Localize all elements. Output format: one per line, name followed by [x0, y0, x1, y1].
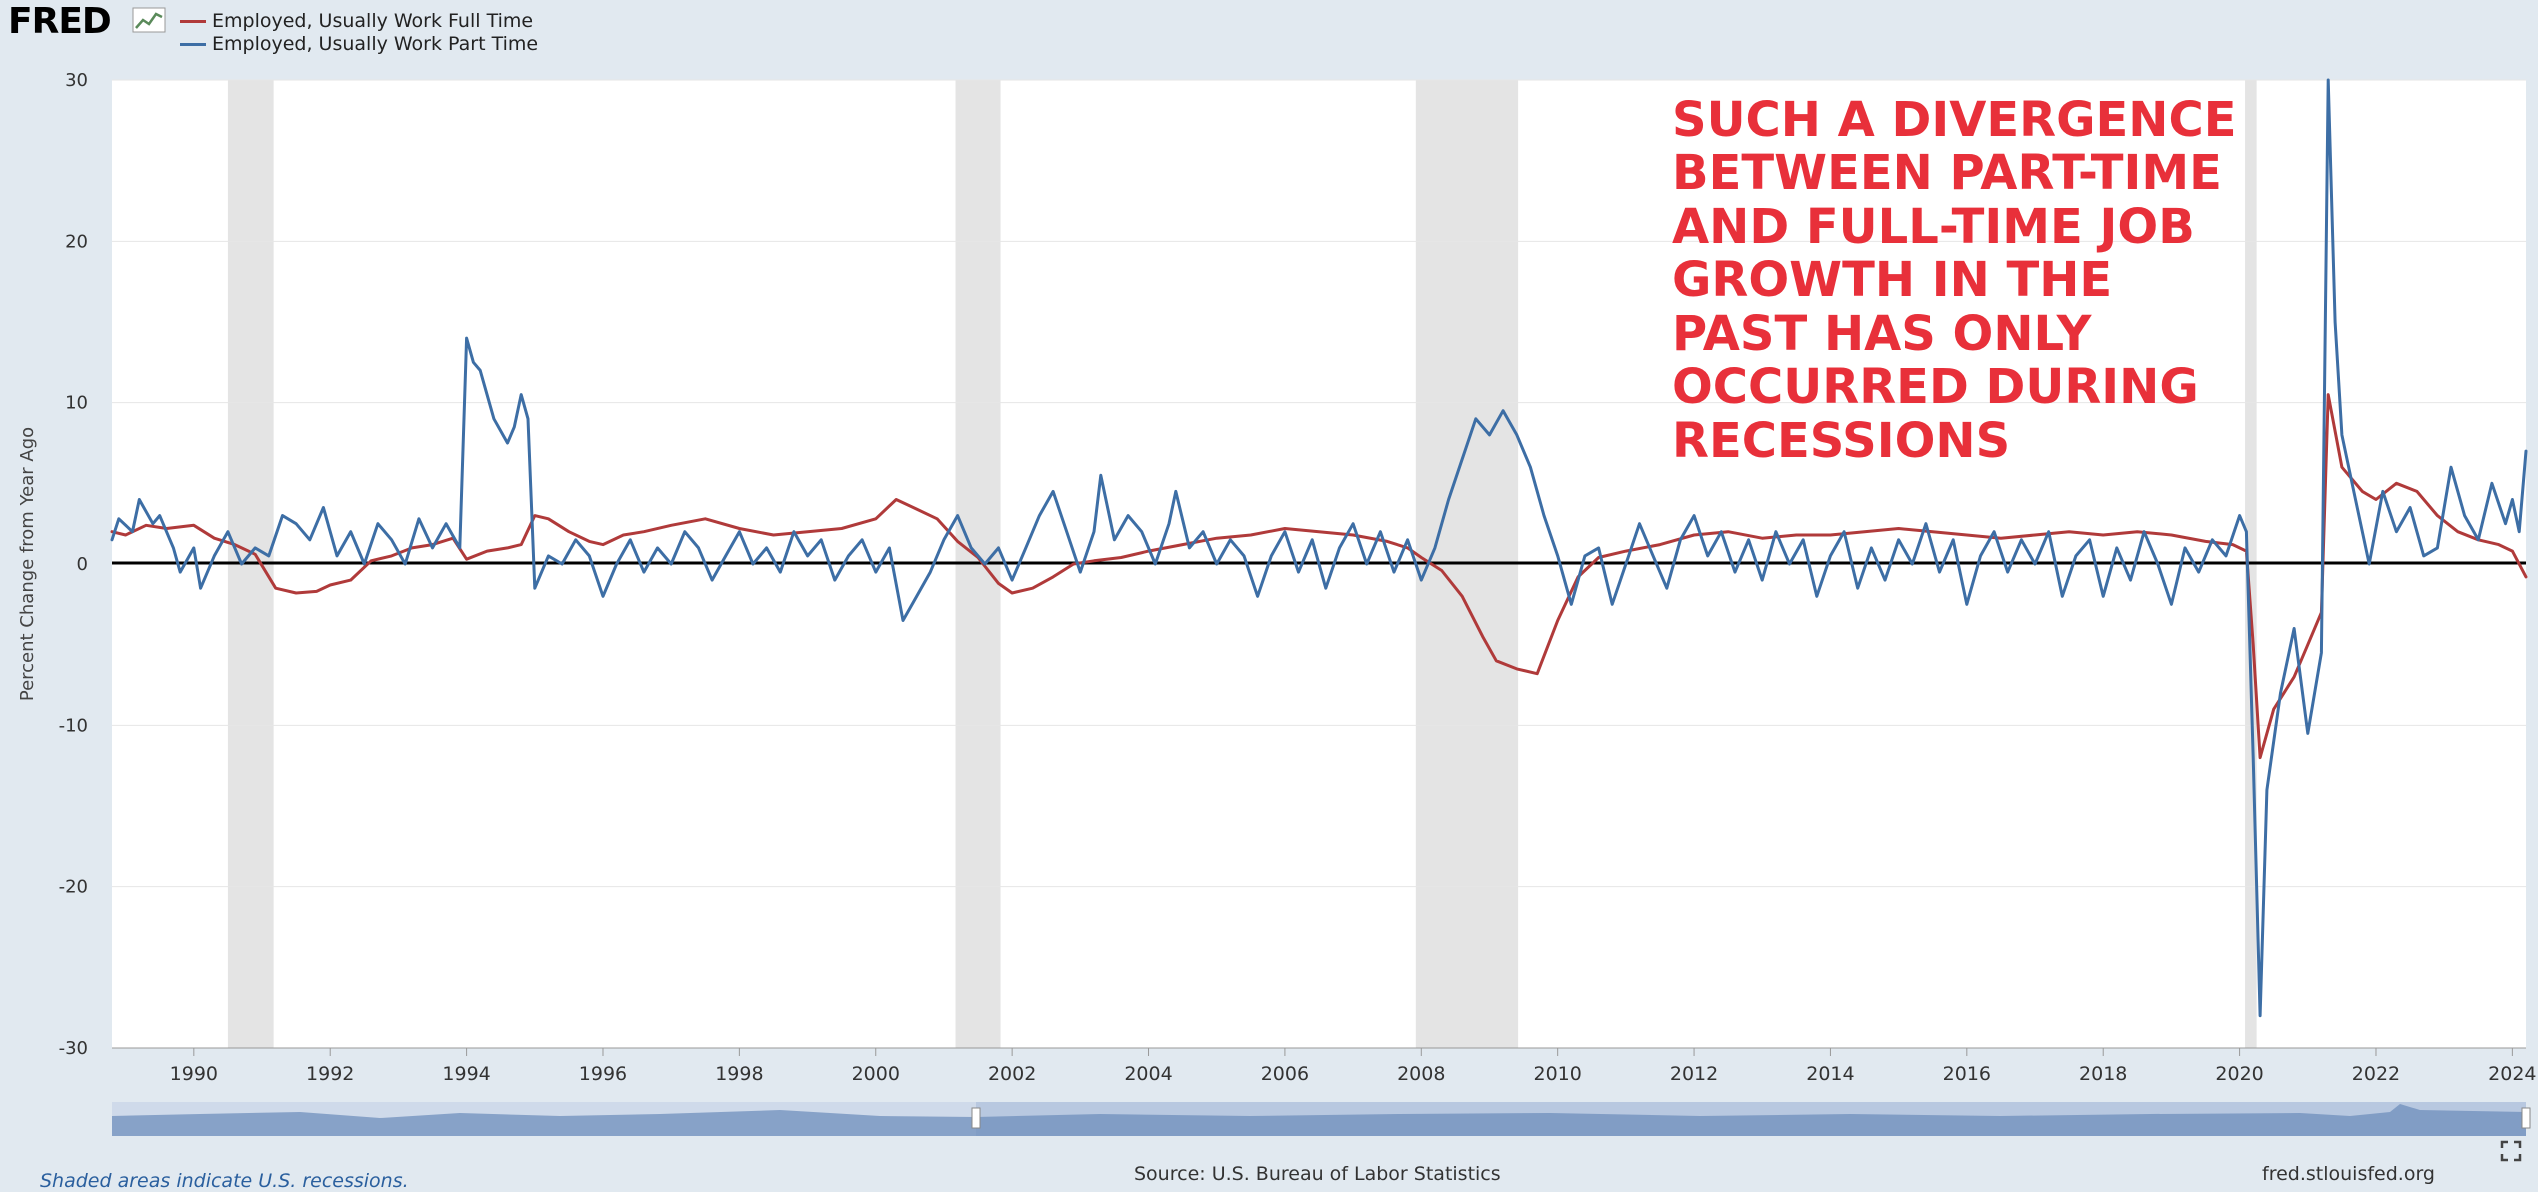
- legend-swatch-part-time: [180, 43, 206, 46]
- y-tick-label: 30: [65, 70, 88, 91]
- grid-lines: [112, 79, 2526, 888]
- fred-logo-text: FRED: [8, 1, 112, 42]
- legend-label-part-time: Employed, Usually Work Part Time: [212, 33, 539, 55]
- y-tick-label: 0: [77, 554, 88, 575]
- x-tick-label: 2004: [1124, 1063, 1172, 1085]
- series-lines: [110, 78, 2528, 1018]
- navigator-series-area: [112, 1104, 2526, 1136]
- y-tick-label: -30: [59, 1038, 88, 1059]
- series-line-part-time: [110, 78, 2528, 1018]
- x-tick-label: 2016: [1943, 1063, 1991, 1085]
- fred-graph-icon: [132, 7, 166, 33]
- fullscreen-icon[interactable]: [2500, 1140, 2522, 1162]
- x-tick-label: 2000: [852, 1063, 900, 1085]
- x-tick-label: 1998: [715, 1063, 763, 1085]
- x-tick-label: 2018: [2079, 1063, 2127, 1085]
- x-tick-label: 1990: [170, 1063, 218, 1085]
- site-url[interactable]: fred.stlouisfed.org: [2262, 1163, 2435, 1185]
- y-tick-label: 20: [65, 231, 88, 252]
- annotation-line-7: RECESSIONS: [1672, 413, 2010, 469]
- annotation-line-6: OCCURRED DURING: [1672, 359, 2199, 415]
- legend-label-full-time: Employed, Usually Work Full Time: [212, 10, 534, 32]
- x-tick-label: 1994: [442, 1063, 490, 1085]
- recession-note: Shaded areas indicate U.S. recessions.: [40, 1170, 409, 1192]
- annotation-line-5: PAST HAS ONLY: [1672, 306, 2093, 362]
- x-tick-label: 1996: [579, 1063, 627, 1085]
- y-axis-ticks: 30 20 10 0 -10 -20 -30: [59, 70, 88, 1059]
- annotation-text: SUCH A DIVERGENCE BETWEEN PART-TIME AND …: [1672, 92, 2237, 469]
- y-tick-label: 10: [65, 393, 88, 414]
- range-navigator[interactable]: [112, 1102, 2531, 1136]
- y-tick-label: -10: [59, 715, 88, 736]
- annotation-line-1: SUCH A DIVERGENCE: [1672, 92, 2237, 148]
- navigator-handle-left[interactable]: [971, 1107, 981, 1129]
- x-tick-label: 2020: [2215, 1063, 2263, 1085]
- x-tick-label: 2008: [1397, 1063, 1445, 1085]
- annotation-line-4: GROWTH IN THE: [1672, 252, 2112, 308]
- x-tick-label: 1992: [306, 1063, 354, 1085]
- y-axis-label: Percent Change from Year Ago: [17, 427, 38, 701]
- navigator-handle-right[interactable]: [2521, 1107, 2531, 1129]
- x-axis-ticks: 1990 1992 1994 1996 1998 2000 2002 2004 2006 2008…: [112, 1047, 2537, 1085]
- y-tick-label: -20: [59, 877, 88, 898]
- fred-logo[interactable]: FRED: [8, 1, 112, 42]
- source-text: Source: U.S. Bureau of Labor Statistics: [1134, 1163, 1501, 1185]
- x-tick-label: 2012: [1670, 1063, 1718, 1085]
- x-tick-label: 2002: [988, 1063, 1036, 1085]
- annotation-line-2: BETWEEN PART-TIME: [1672, 145, 2222, 201]
- x-tick-label: 2006: [1261, 1063, 1309, 1085]
- x-tick-label: 2024: [2488, 1063, 2536, 1085]
- x-tick-label: 2022: [2352, 1063, 2400, 1085]
- legend-swatch-full-time: [180, 20, 206, 23]
- x-tick-label: 2010: [1533, 1063, 1581, 1085]
- annotation-line-3: AND FULL-TIME JOB: [1672, 199, 2195, 255]
- x-tick-label: 2014: [1806, 1063, 1854, 1085]
